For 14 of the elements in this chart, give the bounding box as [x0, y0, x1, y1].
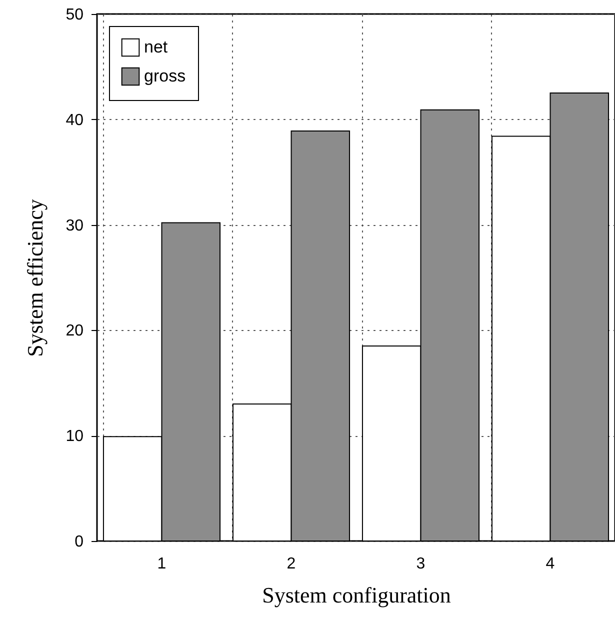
x-tick-label: 3 — [416, 556, 426, 572]
x-axis-title: System configuration — [262, 582, 451, 608]
x-tick-label: 1 — [157, 556, 166, 572]
x-tick-label: 4 — [546, 556, 555, 572]
y-tick-label: 40 — [66, 112, 84, 129]
y-tick-label: 10 — [66, 428, 84, 446]
y-tick-label: 20 — [66, 322, 84, 340]
y-tick-label: 0 — [74, 534, 84, 550]
legend-label: net — [144, 38, 168, 56]
y-tick-label: 50 — [66, 6, 84, 24]
y-axis-title: System efficiency — [22, 199, 48, 357]
legend-label: gross — [144, 66, 186, 86]
y-tick-label: 30 — [66, 217, 84, 234]
x-tick-label: 2 — [286, 556, 296, 572]
